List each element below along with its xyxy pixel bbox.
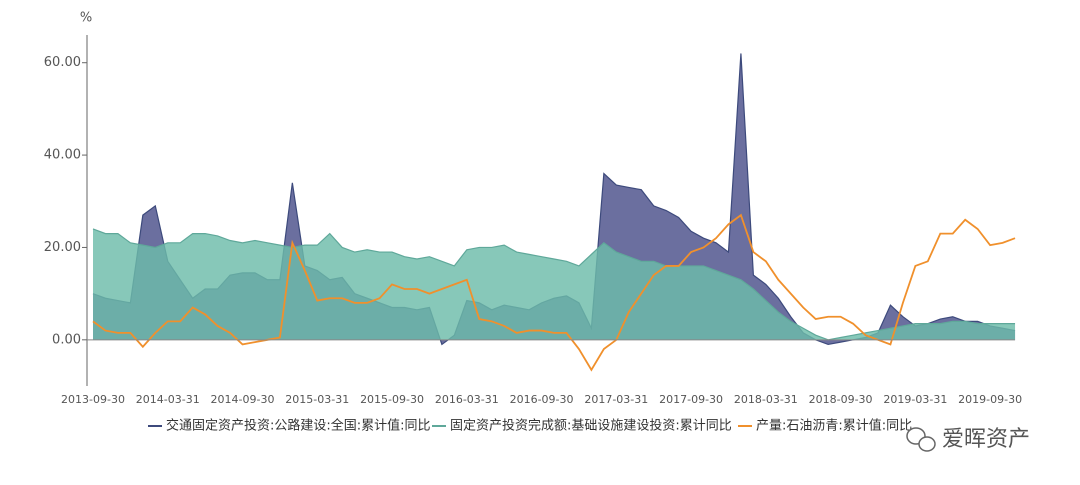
y-tick-label: 20.00 [44, 240, 81, 255]
line [92, 213, 1016, 372]
x-tick-label: 2019-03-31 [883, 393, 947, 406]
x-tick-label: 2017-03-31 [584, 393, 648, 406]
legend: 交通固定资产投资:公路建设:全国:累计值:同比 固定资产投资完成额:基础设施建设投… [148, 418, 912, 434]
plot-area: 0.00 20.00 40.00 60.00 2013-09-30 2014-03-31 2… [44, 35, 1022, 406]
x-tick-label: 2013-09-30 [61, 393, 125, 406]
x-tick-label: 2015-03-31 [285, 393, 349, 406]
legend-label: 固定资产投资完成额:基础设施建设投资:累计同比 [450, 418, 732, 434]
legend-label: 产量:石油沥青:累计值:同比 [756, 418, 912, 434]
x-tick-label: 2015-09-30 [360, 393, 424, 406]
y-tick-label: 60.00 [44, 55, 81, 70]
x-tick-label: 2016-03-31 [435, 393, 499, 406]
legend-label: 交通固定资产投资:公路建设:全国:累计值:同比 [166, 418, 431, 434]
x-tick-label: 2014-09-30 [211, 393, 275, 406]
line [92, 228, 1016, 341]
x-tick-label: 2019-09-30 [958, 393, 1022, 406]
y-tick-label: 40.00 [44, 148, 81, 163]
x-tick-label: 2016-09-30 [510, 393, 574, 406]
area [93, 228, 1016, 340]
x-tick-label: 2018-09-30 [809, 393, 873, 406]
x-tick-label: 2014-03-31 [136, 393, 200, 406]
y-tick-label: 0.00 [52, 332, 81, 347]
x-tick-label: 2017-09-30 [659, 393, 723, 406]
watermark-text: 爱晖资产 [942, 427, 1030, 452]
y-unit: % [80, 11, 92, 26]
watermark: 爱晖资产 [906, 427, 1030, 452]
x-tick-label: 2018-03-31 [734, 393, 798, 406]
